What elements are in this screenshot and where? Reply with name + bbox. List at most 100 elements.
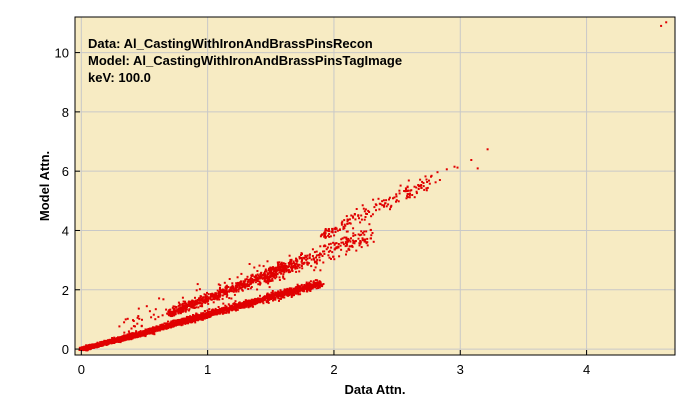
data-point (221, 310, 224, 312)
data-point (194, 303, 197, 306)
data-point (161, 314, 164, 317)
data-point (217, 310, 220, 313)
data-point (169, 308, 172, 311)
data-point (150, 316, 153, 319)
data-point (253, 266, 256, 269)
data-point (336, 229, 339, 232)
data-point (323, 232, 326, 235)
data-point (241, 305, 243, 307)
data-point (106, 339, 109, 342)
data-point (298, 266, 301, 269)
data-point (113, 336, 116, 339)
data-point (97, 344, 100, 347)
data-point (236, 284, 239, 287)
data-point (317, 284, 320, 287)
data-point (185, 322, 187, 324)
data-point (265, 270, 268, 273)
data-point (420, 184, 423, 186)
data-point (351, 245, 354, 248)
data-point (283, 290, 286, 293)
data-point (181, 302, 184, 305)
data-point (254, 281, 257, 284)
data-point (168, 324, 171, 326)
data-point (407, 179, 410, 182)
data-point (212, 312, 215, 315)
data-point (284, 290, 287, 293)
data-point (269, 280, 272, 282)
data-point (327, 234, 330, 237)
data-point (172, 312, 174, 315)
data-point (352, 227, 355, 230)
data-point (203, 310, 206, 312)
data-point (221, 308, 224, 311)
data-point (345, 236, 348, 239)
data-point (223, 293, 226, 296)
data-point (281, 269, 283, 272)
data-point (178, 304, 181, 307)
data-point (123, 321, 126, 324)
data-point (229, 306, 232, 309)
data-point (268, 278, 271, 281)
data-point (340, 248, 343, 251)
data-point (172, 310, 175, 313)
data-point (203, 315, 206, 318)
data-point (365, 242, 368, 245)
data-point (227, 290, 230, 293)
data-point (323, 250, 326, 253)
data-point (201, 305, 204, 308)
data-point (370, 215, 373, 218)
data-point (286, 294, 289, 297)
data-point (162, 326, 165, 329)
data-point (329, 249, 332, 252)
data-point (174, 322, 177, 325)
data-point (300, 260, 303, 263)
data-point (335, 246, 338, 249)
data-point (186, 304, 188, 307)
data-point (220, 311, 223, 314)
data-point (315, 287, 318, 290)
data-point (245, 300, 248, 303)
data-point (200, 298, 203, 301)
data-point (107, 340, 110, 343)
data-point (269, 266, 272, 269)
data-point (153, 333, 156, 336)
data-point (288, 293, 291, 296)
data-point (272, 268, 275, 271)
data-point (350, 214, 353, 217)
data-point (188, 316, 191, 318)
data-point (99, 343, 102, 345)
data-point (226, 294, 229, 297)
data-point (324, 245, 327, 248)
data-point (257, 300, 260, 303)
data-point (315, 254, 318, 257)
data-point (235, 286, 237, 289)
data-point (256, 279, 259, 281)
data-point (228, 278, 231, 280)
data-point (313, 258, 316, 261)
data-point (296, 283, 299, 286)
data-point (238, 286, 241, 289)
data-point (170, 325, 172, 328)
data-point (299, 293, 302, 296)
data-point (306, 288, 309, 290)
data-point (420, 186, 423, 189)
data-point (195, 306, 198, 309)
data-point (211, 294, 214, 297)
data-point (288, 261, 291, 264)
data-point (330, 246, 333, 249)
data-point (292, 260, 295, 263)
y-tick-label: 4 (62, 223, 69, 238)
data-point (147, 328, 150, 331)
data-point (161, 325, 164, 328)
data-point (267, 301, 270, 304)
data-point (142, 330, 144, 333)
data-point (272, 297, 275, 300)
data-point (206, 309, 209, 312)
data-point (312, 282, 315, 285)
data-point (325, 248, 328, 251)
data-point (123, 339, 126, 342)
data-point (181, 310, 184, 313)
data-point (246, 280, 249, 283)
data-point (369, 237, 372, 240)
